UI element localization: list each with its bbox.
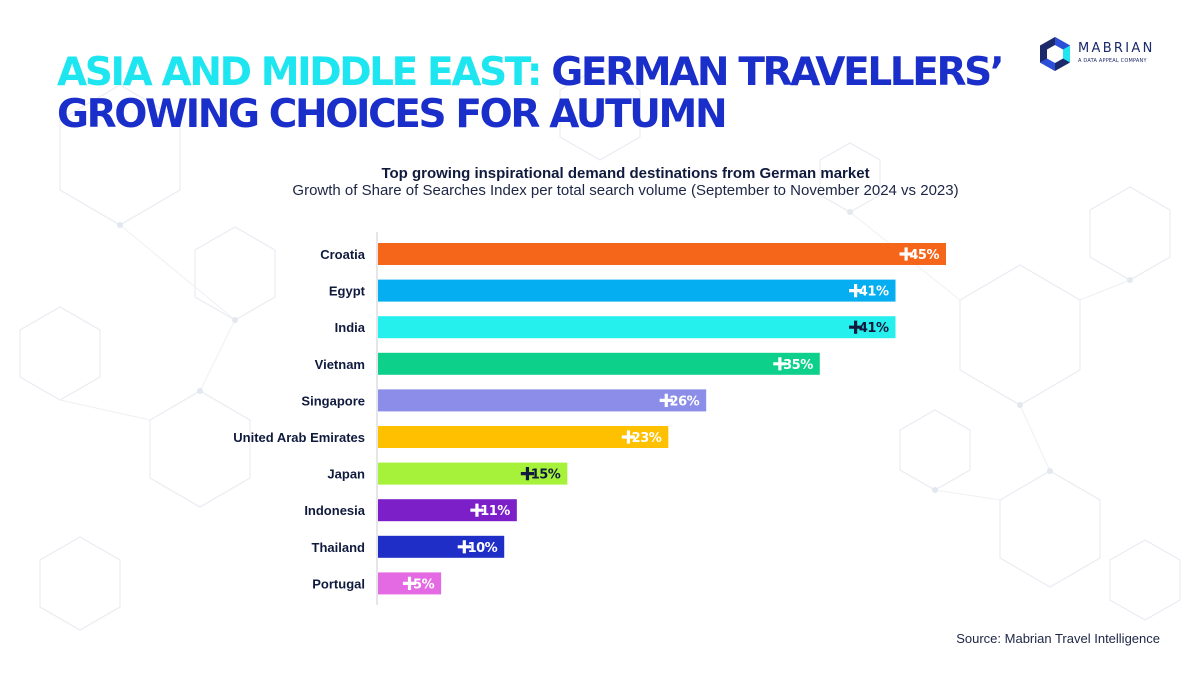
logo-tagline: A DATA APPEAL COMPANY bbox=[1078, 58, 1147, 64]
category-label: Indonesia bbox=[304, 503, 365, 518]
value-label: 11% bbox=[470, 503, 511, 519]
category-label: United Arab Emirates bbox=[233, 430, 365, 445]
bar-croatia bbox=[378, 243, 946, 265]
plus-icon bbox=[621, 430, 636, 444]
value-label: 41% bbox=[849, 320, 889, 336]
svg-text:23%: 23% bbox=[632, 431, 662, 446]
svg-text:41%: 41% bbox=[859, 321, 889, 336]
chart-title: Top growing inspirational demand destina… bbox=[381, 165, 870, 182]
plus-icon bbox=[659, 393, 673, 407]
bar-chart: Croatia 45% Egypt 41% India 41% Vietnam 35% Sing… bbox=[233, 232, 946, 605]
svg-text:26%: 26% bbox=[670, 394, 700, 409]
bar-united-arab-emirates bbox=[378, 426, 669, 448]
plus-icon bbox=[402, 576, 417, 590]
plus-icon bbox=[520, 467, 535, 481]
plus-icon bbox=[849, 320, 863, 334]
svg-text:5%: 5% bbox=[413, 577, 435, 592]
plus-icon bbox=[470, 503, 484, 517]
logo-wordmark: MABRIAN bbox=[1078, 41, 1155, 56]
category-label: Portugal bbox=[312, 576, 365, 591]
hexagon-logo-icon bbox=[1040, 37, 1070, 71]
value-label: 41% bbox=[849, 284, 889, 300]
page-title-accent: ASIA AND MIDDLE EAST: bbox=[57, 50, 542, 95]
value-label: 5% bbox=[402, 576, 435, 592]
plus-icon bbox=[849, 284, 863, 298]
category-label: Japan bbox=[327, 467, 365, 482]
chart-subtitle: Growth of Share of Searches Index per to… bbox=[292, 182, 959, 199]
source-note: Source: Mabrian Travel Intelligence bbox=[956, 631, 1160, 646]
svg-text:45%: 45% bbox=[909, 248, 939, 263]
bar-japan bbox=[378, 462, 568, 485]
category-label: Croatia bbox=[320, 247, 366, 262]
value-label: 35% bbox=[773, 357, 814, 373]
page-title-main: GERMAN TRAVELLERS’ GROWING CHOICES FOR A… bbox=[57, 50, 1005, 137]
bar-india bbox=[378, 316, 896, 339]
mabrian-logo: MABRIAN A DATA APPEAL COMPANY bbox=[1037, 36, 1161, 72]
bar-egypt bbox=[378, 279, 896, 302]
svg-text:11%: 11% bbox=[480, 504, 510, 519]
category-label: Vietnam bbox=[315, 357, 365, 372]
svg-text:35%: 35% bbox=[783, 358, 813, 373]
value-label: 45% bbox=[899, 247, 940, 263]
svg-text:10%: 10% bbox=[468, 541, 498, 556]
value-label: 15% bbox=[520, 467, 561, 483]
bar-indonesia bbox=[378, 499, 517, 522]
value-label: 26% bbox=[659, 393, 700, 409]
page-title: ASIA AND MIDDLE EAST: GERMAN TRAVELLERS’… bbox=[57, 52, 1017, 136]
plus-icon bbox=[899, 247, 913, 261]
plus-icon bbox=[773, 357, 787, 371]
plus-icon bbox=[457, 540, 471, 554]
svg-text:41%: 41% bbox=[859, 285, 889, 300]
category-label: Egypt bbox=[329, 284, 366, 299]
value-label: 23% bbox=[621, 430, 662, 446]
svg-text:15%: 15% bbox=[531, 468, 561, 483]
value-label: 10% bbox=[457, 540, 498, 556]
bar-singapore bbox=[378, 389, 707, 412]
bar-thailand bbox=[378, 535, 505, 558]
category-label: India bbox=[335, 320, 366, 335]
bar-vietnam bbox=[378, 352, 820, 375]
category-label: Singapore bbox=[301, 393, 365, 408]
category-label: Thailand bbox=[312, 540, 366, 555]
